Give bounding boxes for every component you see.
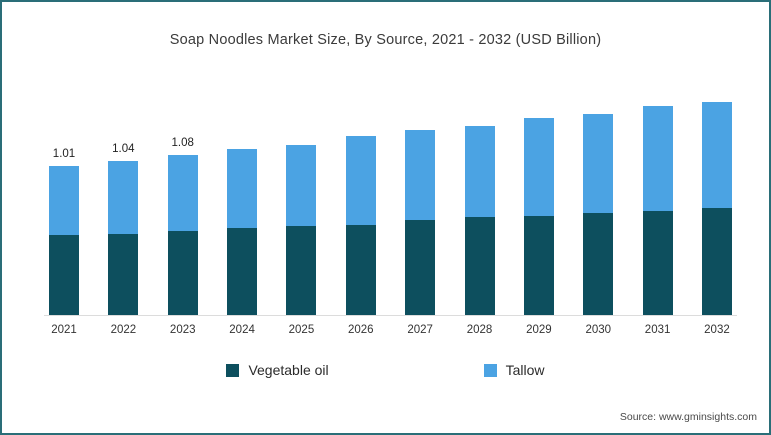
x-tick-2024: 2024 xyxy=(229,324,255,336)
bar-column-2028 xyxy=(460,107,500,315)
segment-vegetable-oil xyxy=(345,224,376,315)
legend-item-tallow: Tallow xyxy=(483,362,545,378)
segment-tallow xyxy=(227,149,258,228)
bar-stack-2025 xyxy=(286,144,317,315)
x-axis-labels: 2021 2022 2023 2024 2025 2026 2027 2028 2029 2030… xyxy=(44,324,737,336)
bar-stack-2026 xyxy=(345,135,376,315)
x-tick-2029: 2029 xyxy=(526,324,552,336)
bar-column-2032 xyxy=(697,83,737,315)
bar-column-2022: 1.04 xyxy=(103,142,143,315)
x-tick-2031: 2031 xyxy=(644,324,671,336)
bar-stack-2030 xyxy=(583,113,614,315)
bar-stack-2029 xyxy=(523,118,554,315)
legend-item-vegetable-oil: Vegetable oil xyxy=(226,362,329,378)
segment-vegetable-oil xyxy=(583,212,614,315)
bar-stack-2024 xyxy=(227,149,258,315)
segment-tallow xyxy=(405,130,436,221)
bar-column-2026 xyxy=(341,117,381,315)
x-tick-2023: 2023 xyxy=(169,324,196,336)
segment-tallow xyxy=(464,125,495,218)
x-tick-2026: 2026 xyxy=(348,324,374,336)
bar-column-2021: 1.01 xyxy=(44,147,84,315)
legend-label: Vegetable oil xyxy=(248,362,329,378)
bar-stack-2027 xyxy=(405,130,436,315)
segment-vegetable-oil xyxy=(642,211,673,315)
segment-tallow xyxy=(167,155,198,231)
x-tick-2030: 2030 xyxy=(585,324,612,336)
bar-column-2030 xyxy=(578,95,618,315)
bars-container: 1.01 1.04 1.08 xyxy=(44,76,737,315)
legend-swatch-icon xyxy=(483,363,497,377)
bar-stack-2021 xyxy=(49,165,79,315)
bar-stack-2031 xyxy=(642,106,673,315)
segment-vegetable-oil xyxy=(464,217,495,315)
bar-column-2025 xyxy=(281,126,321,315)
segment-tallow xyxy=(642,106,673,212)
legend-label: Tallow xyxy=(505,362,545,378)
bar-stack-2028 xyxy=(464,125,495,315)
x-tick-2022: 2022 xyxy=(110,324,137,336)
x-tick-2032: 2032 xyxy=(704,324,730,336)
bar-column-2024 xyxy=(222,130,262,315)
segment-tallow xyxy=(701,101,732,209)
segment-tallow xyxy=(345,135,376,225)
segment-vegetable-oil xyxy=(167,230,198,315)
x-tick-2021: 2021 xyxy=(51,324,77,336)
x-tick-2027: 2027 xyxy=(407,324,433,336)
bar-total-label: 1.01 xyxy=(52,147,76,160)
segment-vegetable-oil xyxy=(49,235,79,315)
bar-stack-2032 xyxy=(701,101,732,315)
segment-tallow xyxy=(523,118,554,216)
segment-tallow xyxy=(49,165,79,236)
bar-total-label: 1.08 xyxy=(171,137,194,150)
x-tick-2028: 2028 xyxy=(466,324,493,336)
bar-stack-2022 xyxy=(108,161,139,315)
segment-tallow xyxy=(108,161,139,234)
plot-area: 1.01 1.04 1.08 xyxy=(44,76,737,316)
bar-stack-2023 xyxy=(167,155,198,315)
bar-column-2023: 1.08 xyxy=(163,136,203,315)
segment-tallow xyxy=(583,113,614,213)
legend-swatch-icon xyxy=(226,363,240,377)
segment-vegetable-oil xyxy=(286,226,317,315)
segment-vegetable-oil xyxy=(701,208,732,315)
x-tick-2025: 2025 xyxy=(288,324,315,336)
segment-vegetable-oil xyxy=(405,220,436,315)
bar-column-2031 xyxy=(638,87,678,315)
bar-total-label: 1.04 xyxy=(112,143,135,156)
legend: Vegetable oil Tallow xyxy=(2,362,769,378)
chart-title: Soap Noodles Market Size, By Source, 202… xyxy=(169,32,602,48)
bar-column-2029 xyxy=(519,99,559,315)
source-attribution: Source: www.gminsights.com xyxy=(619,411,757,423)
segment-vegetable-oil xyxy=(227,227,258,315)
segment-tallow xyxy=(286,144,317,227)
segment-vegetable-oil xyxy=(523,215,554,315)
bar-column-2027 xyxy=(400,111,440,315)
segment-vegetable-oil xyxy=(108,233,139,315)
